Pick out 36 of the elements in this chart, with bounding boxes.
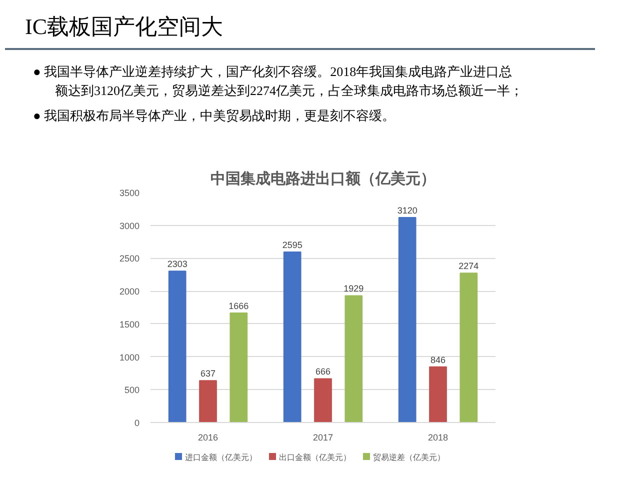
x-tick-label: 2016: [198, 432, 218, 442]
bar: [283, 251, 302, 422]
chart-title: IC载板国产化空间大: [5, 5, 595, 50]
legend-label: 出口金额（亿美元）: [278, 453, 351, 462]
y-tick-label: 2000: [119, 286, 140, 297]
text: ● 我国半导体产业逆差持续扩大，国产化刻不容缓。2018年我国集成电路产业进口总额达到3120亿美元，贸易逆差达到2274亿美元，占全球集成电路市场总额近一半；: [33, 63, 524, 100]
bar: [460, 272, 478, 422]
x-tick-label: 2018: [428, 432, 448, 442]
y-tick-label: 3500: [119, 188, 140, 198]
x-tick-label: 2017: [312, 432, 334, 442]
y-tick-label: 1000: [119, 352, 140, 362]
y-tick-label: 2500: [119, 254, 140, 264]
bar: [344, 295, 363, 422]
data-label: 1929: [344, 284, 364, 294]
legend-label: 进口金额（亿美元）: [184, 453, 257, 462]
bar: [230, 312, 248, 422]
data-label: 2274: [458, 261, 479, 272]
chart-subtitle: 中国集成电路进出口额（亿美元）: [210, 170, 436, 188]
data-label: 3120: [397, 205, 418, 216]
data-label: 2595: [282, 240, 302, 250]
y-tick-label: 3000: [119, 220, 140, 231]
bar: [398, 216, 416, 422]
y-tick-label: 0: [134, 418, 140, 428]
legend-label: 贸易逆差（亿美元）: [372, 453, 445, 462]
data-label: 846: [430, 354, 446, 365]
bar: [314, 378, 332, 422]
text: ● 我国积极布局半导体产业，中美贸易战时期，更是刻不容缓。: [33, 107, 396, 125]
y-tick-label: 500: [124, 385, 140, 396]
bar: [199, 380, 217, 422]
data-label: 666: [315, 366, 331, 377]
y-tick-label: 1500: [119, 319, 140, 330]
bar: [429, 366, 447, 422]
data-label: 637: [200, 368, 216, 379]
data-label: 2303: [167, 259, 188, 270]
data-label: 1666: [228, 301, 249, 312]
bar: [168, 270, 186, 422]
